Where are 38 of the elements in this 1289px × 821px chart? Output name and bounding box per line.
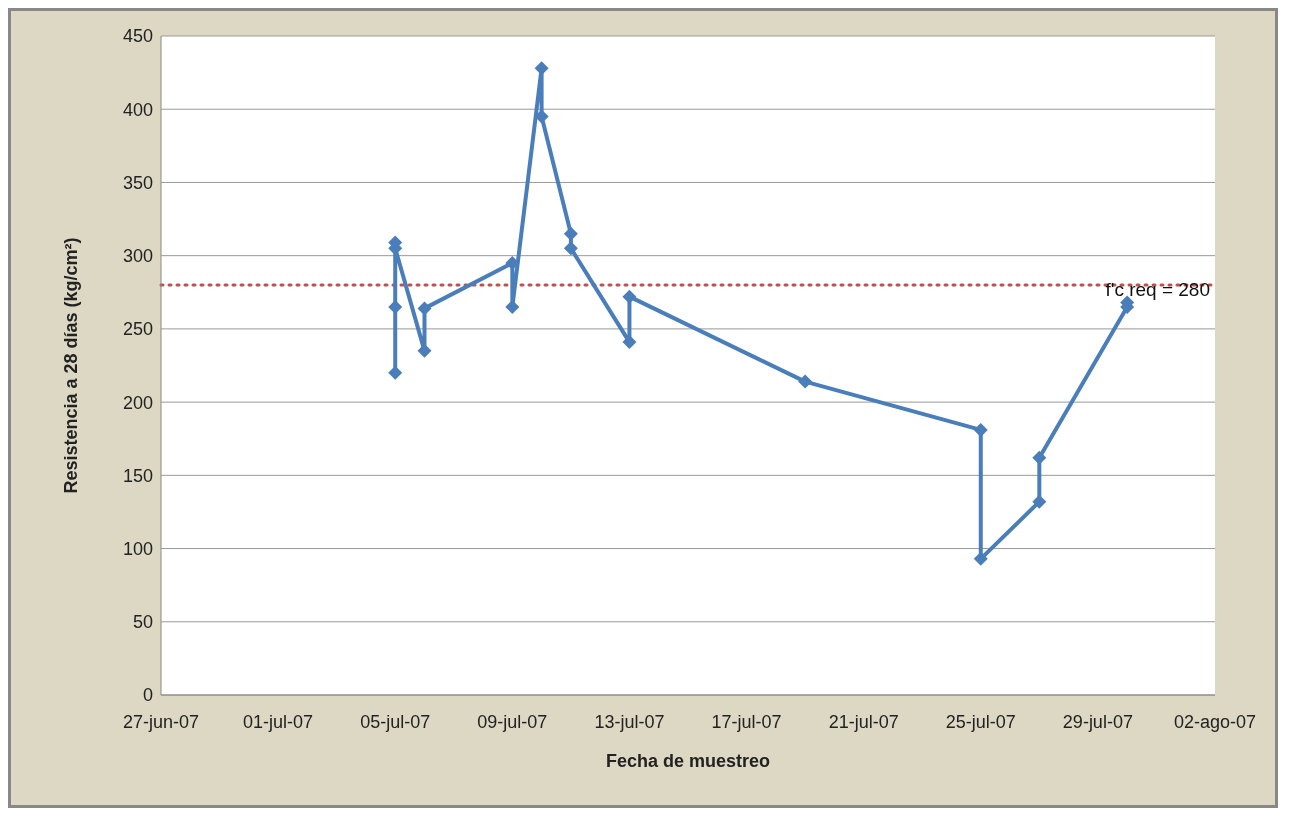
y-tick-label: 300	[122, 246, 153, 267]
y-tick-label: 250	[122, 319, 153, 340]
point	[563, 226, 578, 241]
point	[1032, 494, 1047, 509]
x-tick-label: 27-jun-07	[122, 711, 200, 732]
point	[417, 343, 432, 358]
y-tick-label: 400	[122, 99, 153, 120]
y-tick-label: 200	[122, 392, 153, 413]
x-tick-label: 02-ago-07	[1173, 711, 1257, 732]
point	[417, 301, 432, 316]
x-tick-label: 17-jul-07	[711, 711, 782, 732]
point	[973, 551, 988, 566]
point	[1032, 450, 1047, 465]
y-tick-label: 0	[142, 685, 153, 706]
x-tick-label: 13-jul-07	[594, 711, 665, 732]
y-axis-title: Resistencia a 28 días (kg/cm²)	[61, 237, 82, 494]
point	[973, 422, 988, 437]
x-tick-label: 01-jul-07	[243, 711, 314, 732]
x-tick-label: 05-jul-07	[360, 711, 431, 732]
y-tick-label: 100	[122, 538, 153, 559]
x-axis-title: Fecha de muestreo	[605, 751, 771, 771]
y-tick-label: 150	[122, 465, 153, 486]
y-tick-label: 450	[122, 26, 153, 47]
x-tick-label: 09-jul-07	[477, 711, 548, 732]
point	[798, 374, 813, 389]
point	[505, 299, 520, 314]
x-tick-label: 25-jul-07	[945, 711, 1016, 732]
point	[388, 299, 403, 314]
x-tick-label: 21-jul-07	[828, 711, 899, 732]
point	[622, 289, 637, 304]
x-tick-label: 29-jul-07	[1062, 711, 1133, 732]
y-tick-label: 350	[122, 172, 153, 193]
point	[622, 335, 637, 350]
y-tick-label: 50	[132, 612, 153, 633]
point	[388, 365, 403, 380]
ref-line-label: f'c req = 280	[1105, 278, 1210, 300]
point	[534, 61, 549, 76]
point	[563, 241, 578, 256]
